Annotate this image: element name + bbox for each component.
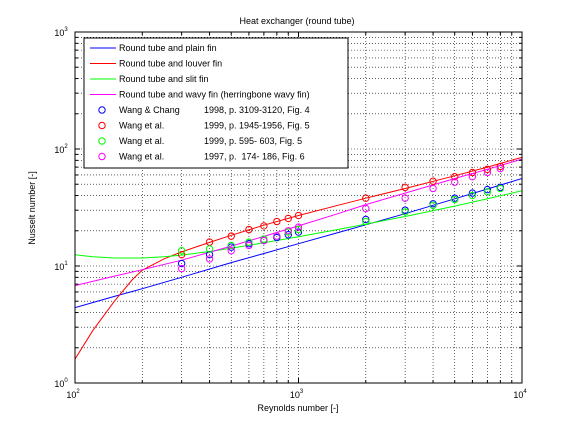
data-point	[284, 214, 292, 223]
legend: Round tube and plain fin Round tube and l…	[83, 37, 349, 169]
legend-item: Round tube and wavy fin (herringbone wav…	[90, 90, 310, 100]
data-point	[451, 195, 459, 204]
legend-item: Round tube and plain fin	[90, 43, 217, 53]
series-1	[75, 156, 522, 360]
data-point	[273, 232, 281, 240]
data-point	[177, 247, 186, 255]
legend-marker	[98, 121, 106, 130]
data-point	[273, 217, 281, 226]
data-point	[177, 250, 186, 259]
data-point	[483, 165, 492, 174]
data-point	[205, 250, 214, 259]
data-point	[468, 189, 477, 197]
data-point	[177, 264, 186, 273]
data-point	[227, 247, 235, 255]
data-point	[401, 183, 409, 192]
legend-item: Wang & Chang 1998, p. 3109-3120, Fig. 4	[98, 105, 310, 115]
data-point	[284, 227, 292, 235]
data-point	[496, 164, 505, 173]
data-point	[294, 225, 303, 234]
ticks: 102 103 104 100 101 102 103	[54, 27, 527, 400]
series-4	[177, 183, 505, 268]
legend-marker	[98, 106, 106, 114]
data-point	[205, 245, 214, 253]
legend-label: Round tube and louver fin	[119, 59, 222, 69]
data-point	[483, 188, 492, 196]
x-tick-label: 103	[290, 389, 304, 400]
legend-label: Wang et al.	[119, 136, 164, 146]
data-point	[362, 204, 370, 213]
data-point	[245, 241, 253, 250]
legend-label: Wang & Chang	[119, 105, 180, 115]
legend-marker	[98, 152, 106, 161]
legend-label: Round tube and wavy fin (herringbone wav…	[119, 90, 310, 100]
data-point	[483, 185, 492, 194]
data-point	[362, 215, 370, 224]
legend-source: 1999, p. 595- 603, Fig. 5	[204, 136, 302, 146]
data-point	[177, 259, 186, 268]
data-point	[429, 184, 437, 193]
data-point	[205, 255, 214, 263]
data-point	[401, 194, 409, 202]
legend-source: 1997, p. 174- 186, Fig. 6	[204, 152, 305, 162]
x-axis-title: Reynolds number [-]	[257, 403, 338, 413]
x-tick-label: 104	[513, 389, 527, 400]
data-point	[429, 177, 437, 185]
data-point	[401, 208, 409, 216]
data-point	[496, 184, 505, 193]
series-line	[75, 178, 522, 309]
grid	[75, 32, 522, 383]
y-axis-title: Nusselt number [-]	[27, 171, 37, 245]
legend-marker	[98, 137, 106, 145]
legend-label: Wang et al.	[119, 121, 164, 131]
data-point	[294, 211, 303, 220]
data-point	[294, 223, 303, 231]
series-layer	[75, 156, 522, 360]
data-point	[468, 191, 477, 200]
legend-item: Round tube and louver fin	[90, 59, 222, 69]
legend-source: 1999, p. 1945-1956, Fig. 5	[204, 121, 310, 131]
data-point	[294, 228, 303, 236]
legend-item: Round tube and slit fin	[90, 74, 209, 84]
data-point	[245, 225, 253, 234]
y-tick-label: 101	[54, 261, 68, 272]
data-point	[429, 201, 437, 210]
y-tick-label: 100	[54, 378, 68, 389]
legend-label: Round tube and plain fin	[119, 43, 217, 53]
legend-source: 1998, p. 3109-3120, Fig. 4	[204, 105, 310, 115]
data-point	[483, 168, 492, 177]
data-point	[496, 162, 505, 171]
legend-label: Round tube and slit fin	[119, 74, 209, 84]
series-line	[75, 156, 522, 360]
data-point	[451, 172, 459, 181]
series-0	[75, 178, 522, 309]
data-point	[451, 178, 459, 186]
series-6	[177, 184, 505, 255]
data-point	[245, 238, 253, 246]
data-point	[362, 194, 370, 202]
series-7	[177, 164, 505, 273]
legend-item: Wang et al. 1999, p. 595- 603, Fig. 5	[98, 136, 302, 146]
data-point	[362, 217, 370, 226]
data-point	[284, 231, 292, 239]
data-point	[227, 241, 235, 250]
y-tick-label: 103	[54, 27, 68, 38]
data-point	[468, 172, 477, 181]
series-5	[177, 162, 505, 259]
legend-item: Wang et al. 1997, p. 174- 186, Fig. 6	[98, 152, 305, 162]
x-tick-label: 102	[66, 389, 80, 400]
legend-item: Wang et al. 1999, p. 1945-1956, Fig. 5	[98, 121, 310, 131]
legend-label: Wang et al.	[119, 152, 164, 162]
y-tick-label: 102	[54, 144, 68, 155]
chart-title: Heat exchanger (round tube)	[239, 16, 354, 26]
data-point	[260, 236, 268, 245]
data-point	[260, 222, 268, 230]
legend-box	[83, 37, 349, 169]
data-point	[227, 232, 235, 240]
data-point	[468, 168, 477, 177]
